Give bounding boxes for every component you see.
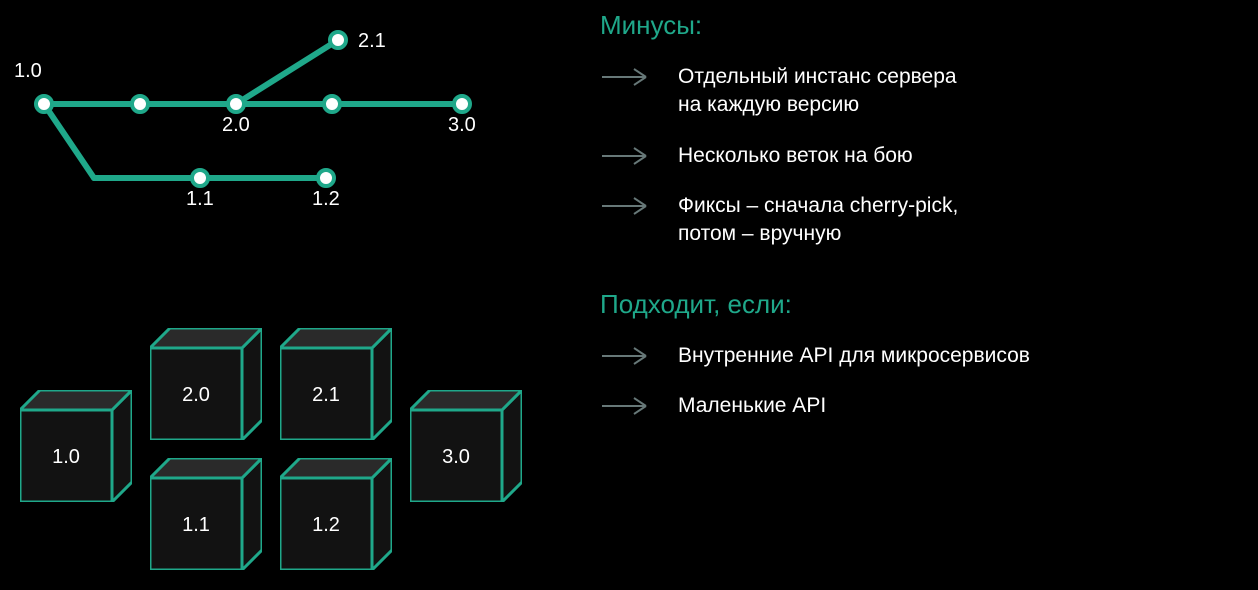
bullet-text: Несколько веток на бою <box>678 142 913 170</box>
box-label: 3.0 <box>442 446 470 468</box>
suitable-title: Подходит, если: <box>600 289 1240 320</box>
branch-node-label: 2.0 <box>222 114 250 137</box>
arrow-icon <box>600 146 648 166</box>
box-label: 2.0 <box>182 384 210 406</box>
version-box: 1.0 <box>20 390 110 500</box>
bullet-text: Отдельный инстанс сервера на каждую верс… <box>678 63 957 120</box>
section-suitable: Подходит, если: Внутренние API для микро… <box>600 289 1240 421</box>
branch-node-label: 1.0 <box>14 60 42 83</box>
bullet-item: Фиксы – сначала cherry-pick, потом – вру… <box>600 192 1240 249</box>
suitable-list: Внутренние API для микросервисов Маленьки… <box>600 342 1240 421</box>
box-label: 2.1 <box>312 384 340 406</box>
branch-node-label: 3.0 <box>448 114 476 137</box>
section-cons: Минусы: Отдельный инстанс сервера на каж… <box>600 10 1240 249</box>
cons-list: Отдельный инстанс сервера на каждую верс… <box>600 63 1240 249</box>
bullet-item: Несколько веток на бою <box>600 142 1240 170</box>
version-box: 3.0 <box>410 390 500 500</box>
arrow-icon <box>600 196 648 216</box>
version-box: 1.2 <box>280 458 370 568</box>
cons-title: Минусы: <box>600 10 1240 41</box>
bullet-text: Фиксы – сначала cherry-pick, потом – вру… <box>678 192 958 249</box>
branch-diagram <box>0 0 570 220</box>
branch-node-label: 1.2 <box>312 188 340 211</box>
box-label: 1.1 <box>182 514 210 536</box>
arrow-icon <box>600 346 648 366</box>
bullet-item: Отдельный инстанс сервера на каждую верс… <box>600 63 1240 120</box>
bullet-text: Внутренние API для микросервисов <box>678 342 1030 370</box>
bullet-text: Маленькие API <box>678 392 826 420</box>
box-label: 1.2 <box>312 514 340 536</box>
version-box: 1.1 <box>150 458 240 568</box>
bullet-item: Внутренние API для микросервисов <box>600 342 1240 370</box>
version-box: 2.0 <box>150 328 240 438</box>
bullet-item: Маленькие API <box>600 392 1240 420</box>
box-label: 1.0 <box>52 446 80 468</box>
branch-node-label: 1.1 <box>186 188 214 211</box>
arrow-icon <box>600 67 648 87</box>
branch-node-label: 2.1 <box>358 30 386 53</box>
boxes-area: 1.0 2.0 2.1 1.1 1.2 3.0 <box>0 290 570 590</box>
version-box: 2.1 <box>280 328 370 438</box>
arrow-icon <box>600 396 648 416</box>
